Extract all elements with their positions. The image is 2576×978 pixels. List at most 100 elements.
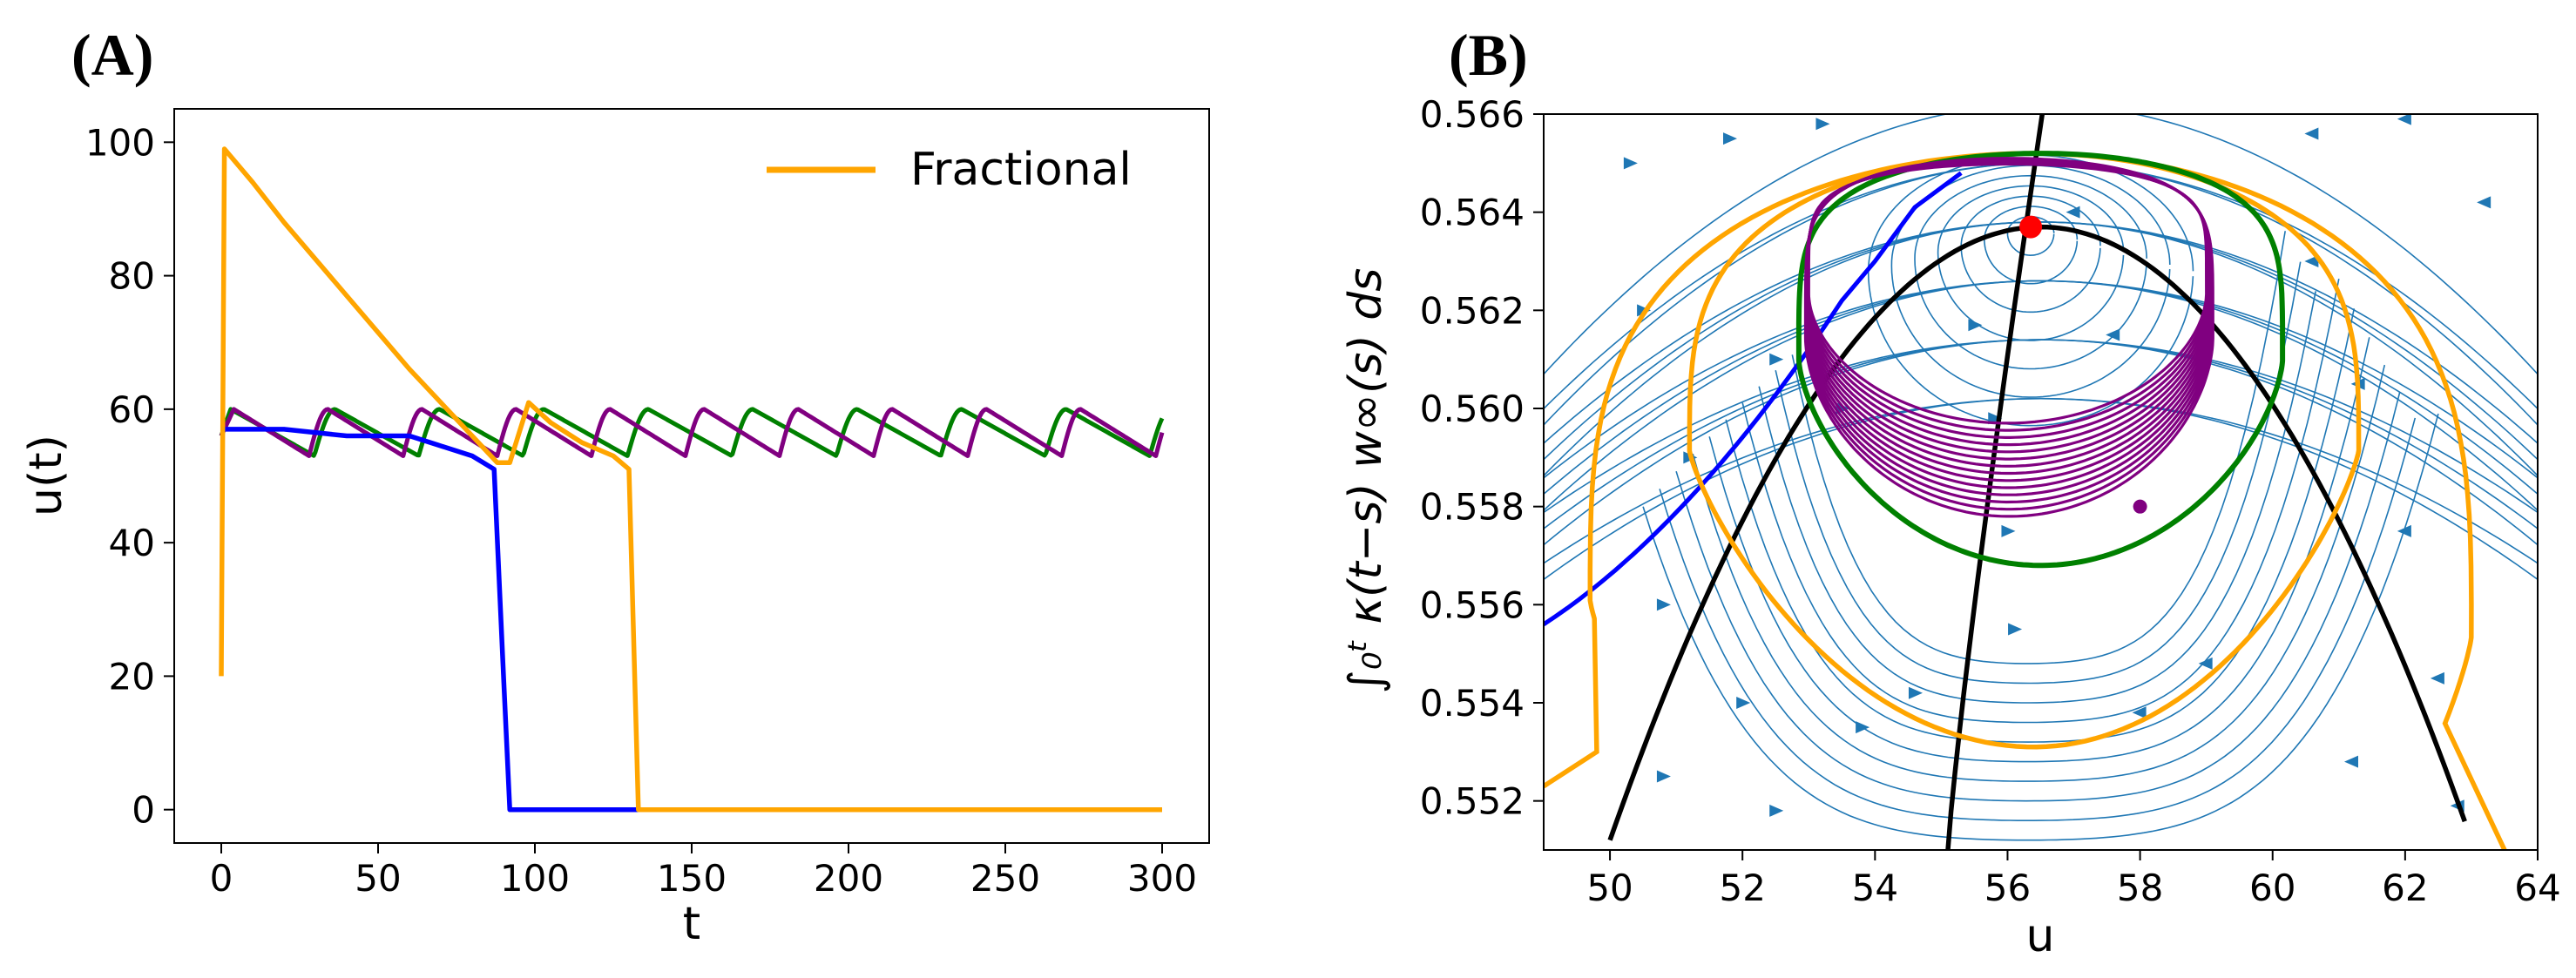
trajectory-purple-loop xyxy=(1805,159,2211,468)
streamline-arrow xyxy=(1623,157,1638,170)
streamline xyxy=(1659,417,2417,821)
panel-a-frame xyxy=(173,108,1210,844)
streamline-arrow xyxy=(2001,524,2016,537)
streamline-arrow xyxy=(1656,598,1671,611)
panel-a-ytick-label: 20 xyxy=(109,655,155,698)
series-purple xyxy=(219,407,1165,458)
streamline xyxy=(1544,280,2538,511)
streamline-arrow xyxy=(2008,623,2023,636)
trajectory-purple-loop xyxy=(1807,162,2208,425)
panel-a-xtick-label: 100 xyxy=(500,857,570,900)
panel-b-ytick-label: 0.552 xyxy=(1420,780,1525,823)
streamline xyxy=(1914,174,2147,370)
panel-a-xlabel: t xyxy=(683,898,700,950)
streamline-arrow xyxy=(2397,114,2411,125)
panel-a-ytick-label: 40 xyxy=(109,522,155,564)
streamline xyxy=(1675,391,2401,802)
panel-b-xtick-label: 58 xyxy=(2117,867,2163,909)
panel-b-ytick-label: 0.558 xyxy=(1420,486,1525,529)
streamline-arrow xyxy=(2132,706,2147,719)
trajectory-purple-loop xyxy=(1807,162,2208,432)
panel-a-ytick-label: 80 xyxy=(109,255,155,298)
streamline-arrow xyxy=(2198,657,2213,670)
panel-b-xtick-label: 54 xyxy=(1852,867,1898,909)
trajectory-purple-loop xyxy=(1805,159,2212,482)
panel-a-xtick-label: 250 xyxy=(970,857,1040,900)
panel-b-frame xyxy=(1543,113,2539,851)
streamline-arrow xyxy=(2344,755,2359,768)
streamline xyxy=(1708,337,2370,763)
panel-b-trajectories xyxy=(1544,114,2507,850)
streamline xyxy=(1960,195,2101,314)
streamline xyxy=(1692,364,2386,782)
streamline-arrow xyxy=(2304,255,2319,267)
streamline-arrow xyxy=(2304,127,2319,140)
streamlines xyxy=(1544,114,2538,841)
streamline-arrow xyxy=(1908,686,1923,699)
fixed-point xyxy=(2019,215,2043,239)
streamline xyxy=(1544,221,2538,444)
streamline xyxy=(1544,114,2538,375)
streamline xyxy=(1775,261,2302,685)
panel-b-xlabel: u xyxy=(2026,910,2055,962)
panel-b-axes: 50 52 54 56 58 60 62 64 0.552 0.554 0.556 0.558 0.56… xyxy=(1420,93,2561,909)
streamline-arrow xyxy=(1769,353,1784,366)
streamline-arrow xyxy=(2397,524,2411,537)
streamline-arrow xyxy=(1769,804,1784,817)
streamline-arrow xyxy=(1856,721,1870,734)
streamline xyxy=(1741,278,2340,724)
streamline xyxy=(1544,397,2538,564)
streamline-arrow xyxy=(1988,412,2003,425)
panel-b-ytick-label: 0.556 xyxy=(1420,583,1525,626)
streamline-arrow xyxy=(1815,118,1830,131)
panel-b-xtick-label: 60 xyxy=(2249,867,2295,909)
series-blue xyxy=(221,427,1162,813)
panel-b-ytick-label: 0.562 xyxy=(1420,289,1525,332)
panel-a-ytick-label: 0 xyxy=(132,789,155,832)
panel-b-xtick-label: 64 xyxy=(2514,867,2560,909)
panel-b-ytick-label: 0.560 xyxy=(1420,388,1525,430)
panel-a-ytick-label: 100 xyxy=(85,121,155,164)
streamline-arrow xyxy=(1656,770,1671,783)
streamline-arrow xyxy=(2106,328,2120,341)
panel-b: (B) 50 52 54 56 58 60 62 64 0.552 0.554 0.556 0.558… xyxy=(1340,22,2561,962)
panel-b-ytick-label: 0.554 xyxy=(1420,682,1525,725)
streamline-arrow xyxy=(2066,206,2080,219)
streamline xyxy=(1937,185,2125,341)
panel-a-xtick-label: 50 xyxy=(355,857,401,900)
panel-a-xtick-label: 0 xyxy=(210,857,233,900)
legend-label-fractional: Fractional xyxy=(910,144,1132,196)
panel-a: (A) 0 50 100 150 200 250 300 0 20 40 60 80 100 t u(t… xyxy=(20,22,1210,950)
panel-a-xtick-label: 300 xyxy=(1127,857,1197,900)
panel-a-ylabel: u(t) xyxy=(20,435,72,516)
panel-a-axes: 0 50 100 150 200 250 300 0 20 40 60 80 100 xyxy=(85,121,1197,900)
streamline xyxy=(1890,165,2171,398)
panel-a-xtick-label: 200 xyxy=(814,857,883,900)
streamline-arrow xyxy=(1968,319,1983,332)
streamline xyxy=(1791,231,2286,664)
streamline-arrow xyxy=(1722,132,1737,145)
panel-b-ytick-label: 0.566 xyxy=(1420,93,1525,136)
trajectory-green-cycle xyxy=(1795,151,2286,569)
panel-b-xtick-label: 56 xyxy=(1984,867,2031,909)
panel-b-xtick-label: 52 xyxy=(1719,867,1765,909)
panel-b-label: (B) xyxy=(1449,22,1528,88)
panel-a-ytick-label: 60 xyxy=(109,388,155,431)
trajectory-orange-loop xyxy=(1687,151,2362,750)
streamline-arrow xyxy=(1736,697,1751,709)
trajectory-purple-loop xyxy=(1807,161,2209,439)
trajectory-purple-loop xyxy=(1806,161,2209,447)
trajectory-purple-loop xyxy=(1806,160,2211,461)
panel-b-ylabel: ∫₀ᵗ κ(t−s) w∞(s) ds xyxy=(1340,268,1392,694)
panel-a-xtick-label: 150 xyxy=(657,857,727,900)
panel-a-series xyxy=(219,146,1165,813)
panel-b-xtick-label: 50 xyxy=(1586,867,1633,909)
purple-start-point xyxy=(2133,499,2147,514)
trajectory-purple-loop xyxy=(1805,159,2212,476)
panel-a-label: (A) xyxy=(71,22,153,88)
streamline xyxy=(1642,413,2439,841)
panel-b-ytick-label: 0.564 xyxy=(1420,192,1525,234)
series-fractional xyxy=(219,146,1162,813)
streamline xyxy=(1758,291,2316,704)
